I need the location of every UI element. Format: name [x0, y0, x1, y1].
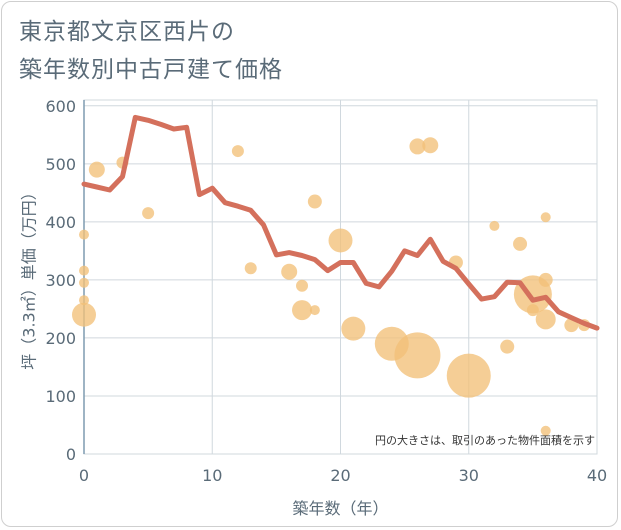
grid: [83, 99, 598, 455]
bubble-point: [79, 277, 89, 288]
x-tick-label: 20: [330, 466, 350, 485]
bubble-point: [281, 263, 298, 280]
y-axis-label: 坪（3.3㎡）単価（万円）: [20, 184, 39, 369]
bubble-point: [422, 137, 439, 154]
bubble-point: [292, 300, 313, 321]
bubble-point: [79, 229, 89, 240]
y-tick-label: 200: [45, 329, 76, 348]
bubble-point: [231, 145, 244, 158]
y-tick-label: 100: [45, 387, 76, 406]
bubble-point: [328, 228, 353, 253]
chart-title-line-2: 築年数別中古戸建て価格: [19, 57, 283, 83]
bubble-point: [540, 425, 551, 436]
bubble-point: [307, 194, 322, 209]
bubble-point: [88, 161, 105, 178]
bubble-point: [244, 262, 257, 275]
bubble-point: [535, 309, 556, 330]
x-tick-label: 0: [79, 466, 89, 485]
bubble-point: [341, 316, 366, 341]
average-price-line: [81, 114, 600, 331]
axis-ticks: 0 100 200 300 400 500 600 0 10 20 30 40: [45, 97, 607, 485]
y-tick-label: 500: [45, 155, 76, 174]
bubble-point: [79, 295, 89, 306]
x-tick-label: 40: [587, 466, 607, 485]
x-tick-label: 30: [459, 466, 479, 485]
bubble-point: [309, 305, 320, 316]
y-tick-label: 400: [45, 213, 76, 232]
bubble-size-note: 円の大きさは、取引のあった物件面積を示す: [375, 433, 595, 447]
bubble-point: [489, 220, 500, 231]
bubble-point: [72, 302, 96, 327]
bubble-point: [446, 353, 491, 398]
bubble-point: [538, 272, 553, 287]
x-tick-label: 10: [202, 466, 222, 485]
bubble-point: [513, 236, 528, 251]
y-tick-label: 300: [45, 271, 76, 290]
chart-title: 東京都文京区西片の 築年数別中古戸建て価格: [19, 13, 283, 89]
y-tick-label: 0: [66, 445, 76, 464]
bubble-series: [72, 137, 591, 436]
chart-title-line-1: 東京都文京区西片の: [19, 19, 235, 45]
bubble-point: [540, 212, 551, 223]
bubble-point: [409, 138, 426, 155]
y-tick-label: 600: [45, 97, 76, 116]
x-axis-label: 築年数（年）: [292, 499, 388, 518]
bubble-point: [296, 279, 309, 292]
bubble-point: [394, 332, 441, 379]
average-price-line-series: [81, 114, 600, 331]
bubble-point: [79, 265, 89, 276]
bubble-point: [142, 207, 155, 220]
bubble-point: [500, 339, 515, 354]
